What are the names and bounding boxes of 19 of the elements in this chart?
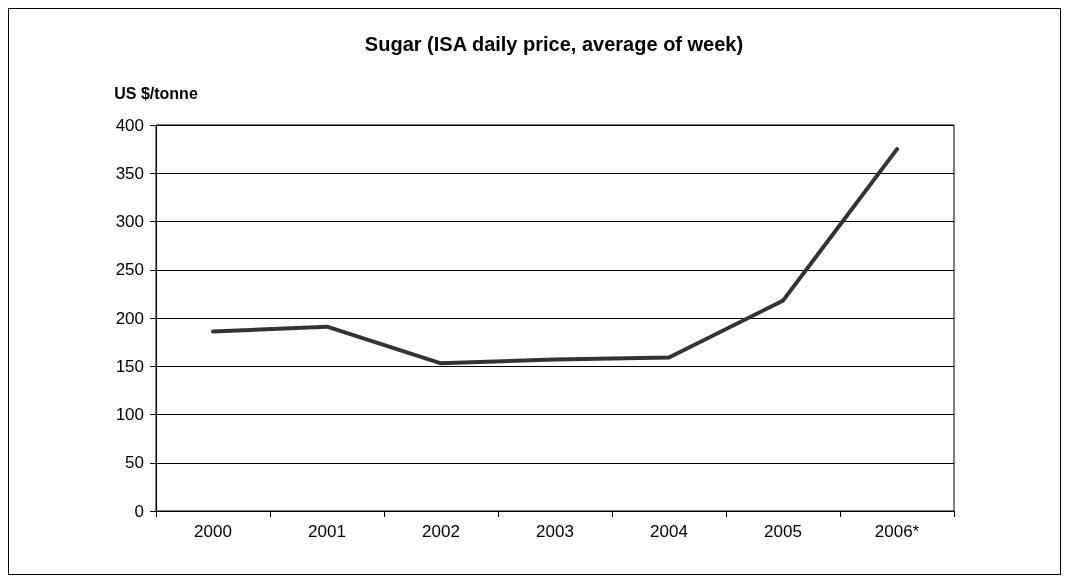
y-tick-label: 250: [115, 260, 144, 280]
y-tick-label: 100: [115, 405, 144, 424]
x-tick-label: 2004: [650, 522, 688, 541]
y-tick-label: 50: [125, 453, 144, 473]
y-tick-label: 400: [115, 115, 144, 135]
x-tick-label: 2000: [194, 522, 232, 541]
y-axis-title: US $/tonne: [114, 84, 198, 102]
y-tick-label: 150: [115, 356, 144, 376]
y-tick-label: 300: [115, 212, 144, 231]
x-tick-label: 2005: [764, 522, 802, 541]
y-tick-label: 200: [115, 308, 144, 328]
chart-title: Sugar (ISA daily price, average of week): [364, 33, 744, 55]
x-tick-label: 2003: [536, 522, 574, 541]
x-tick-label: 2001: [308, 522, 346, 541]
x-tick-label: 2006*: [874, 522, 920, 541]
line-series: [211, 147, 899, 366]
x-tick-label: 2002: [422, 522, 460, 541]
y-tick-label: 0: [134, 501, 144, 521]
y-tick-label: 350: [115, 163, 144, 183]
